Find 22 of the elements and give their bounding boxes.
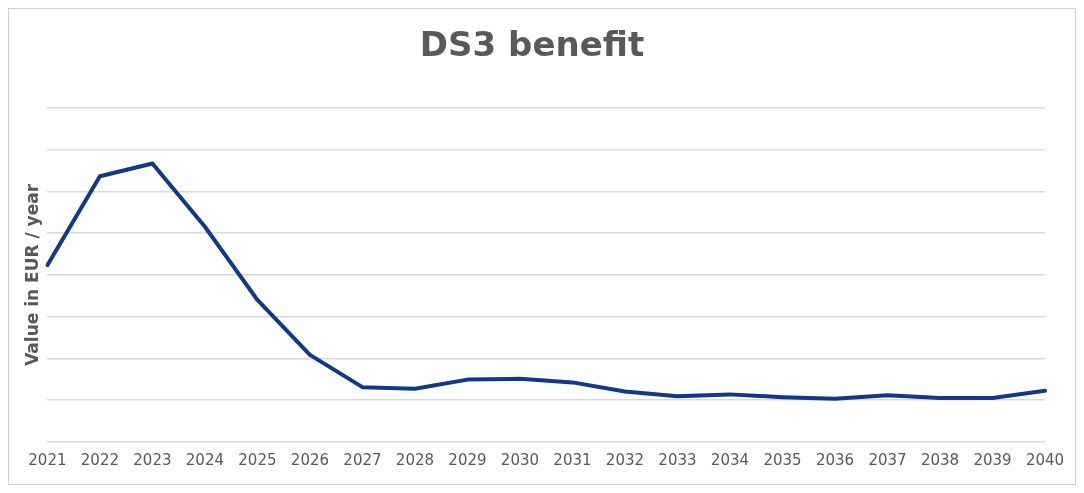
x-tick-label: 2038 [920,450,960,469]
x-tick-label: 2035 [763,450,802,469]
x-tick-label: 2022 [80,450,119,469]
x-tick-label: 2026 [290,450,330,469]
x-tick-label: 2037 [868,450,907,469]
x-tick-label: 2032 [605,450,645,469]
x-tick-label: 2034 [710,450,750,469]
x-tick-label: 2030 [500,450,540,469]
x-tick-label: 2024 [185,450,225,469]
x-tick-label: 2036 [815,450,855,469]
x-tick-label: 2023 [133,450,172,469]
x-tick-label: 2025 [238,450,277,469]
x-tick-label: 2031 [553,450,592,469]
x-tick-label: 2040 [1025,450,1065,469]
y-axis-title: Value in EUR / year [21,183,42,366]
x-tick-label: 2028 [395,450,435,469]
x-tick-label: 2027 [343,450,382,469]
x-tick-label: 2021 [28,450,67,469]
x-tick-label: 2029 [448,450,487,469]
x-tick-label: 2039 [973,450,1012,469]
chart-title: DS3 benefit [419,24,645,65]
x-tick-label: 2033 [658,450,697,469]
